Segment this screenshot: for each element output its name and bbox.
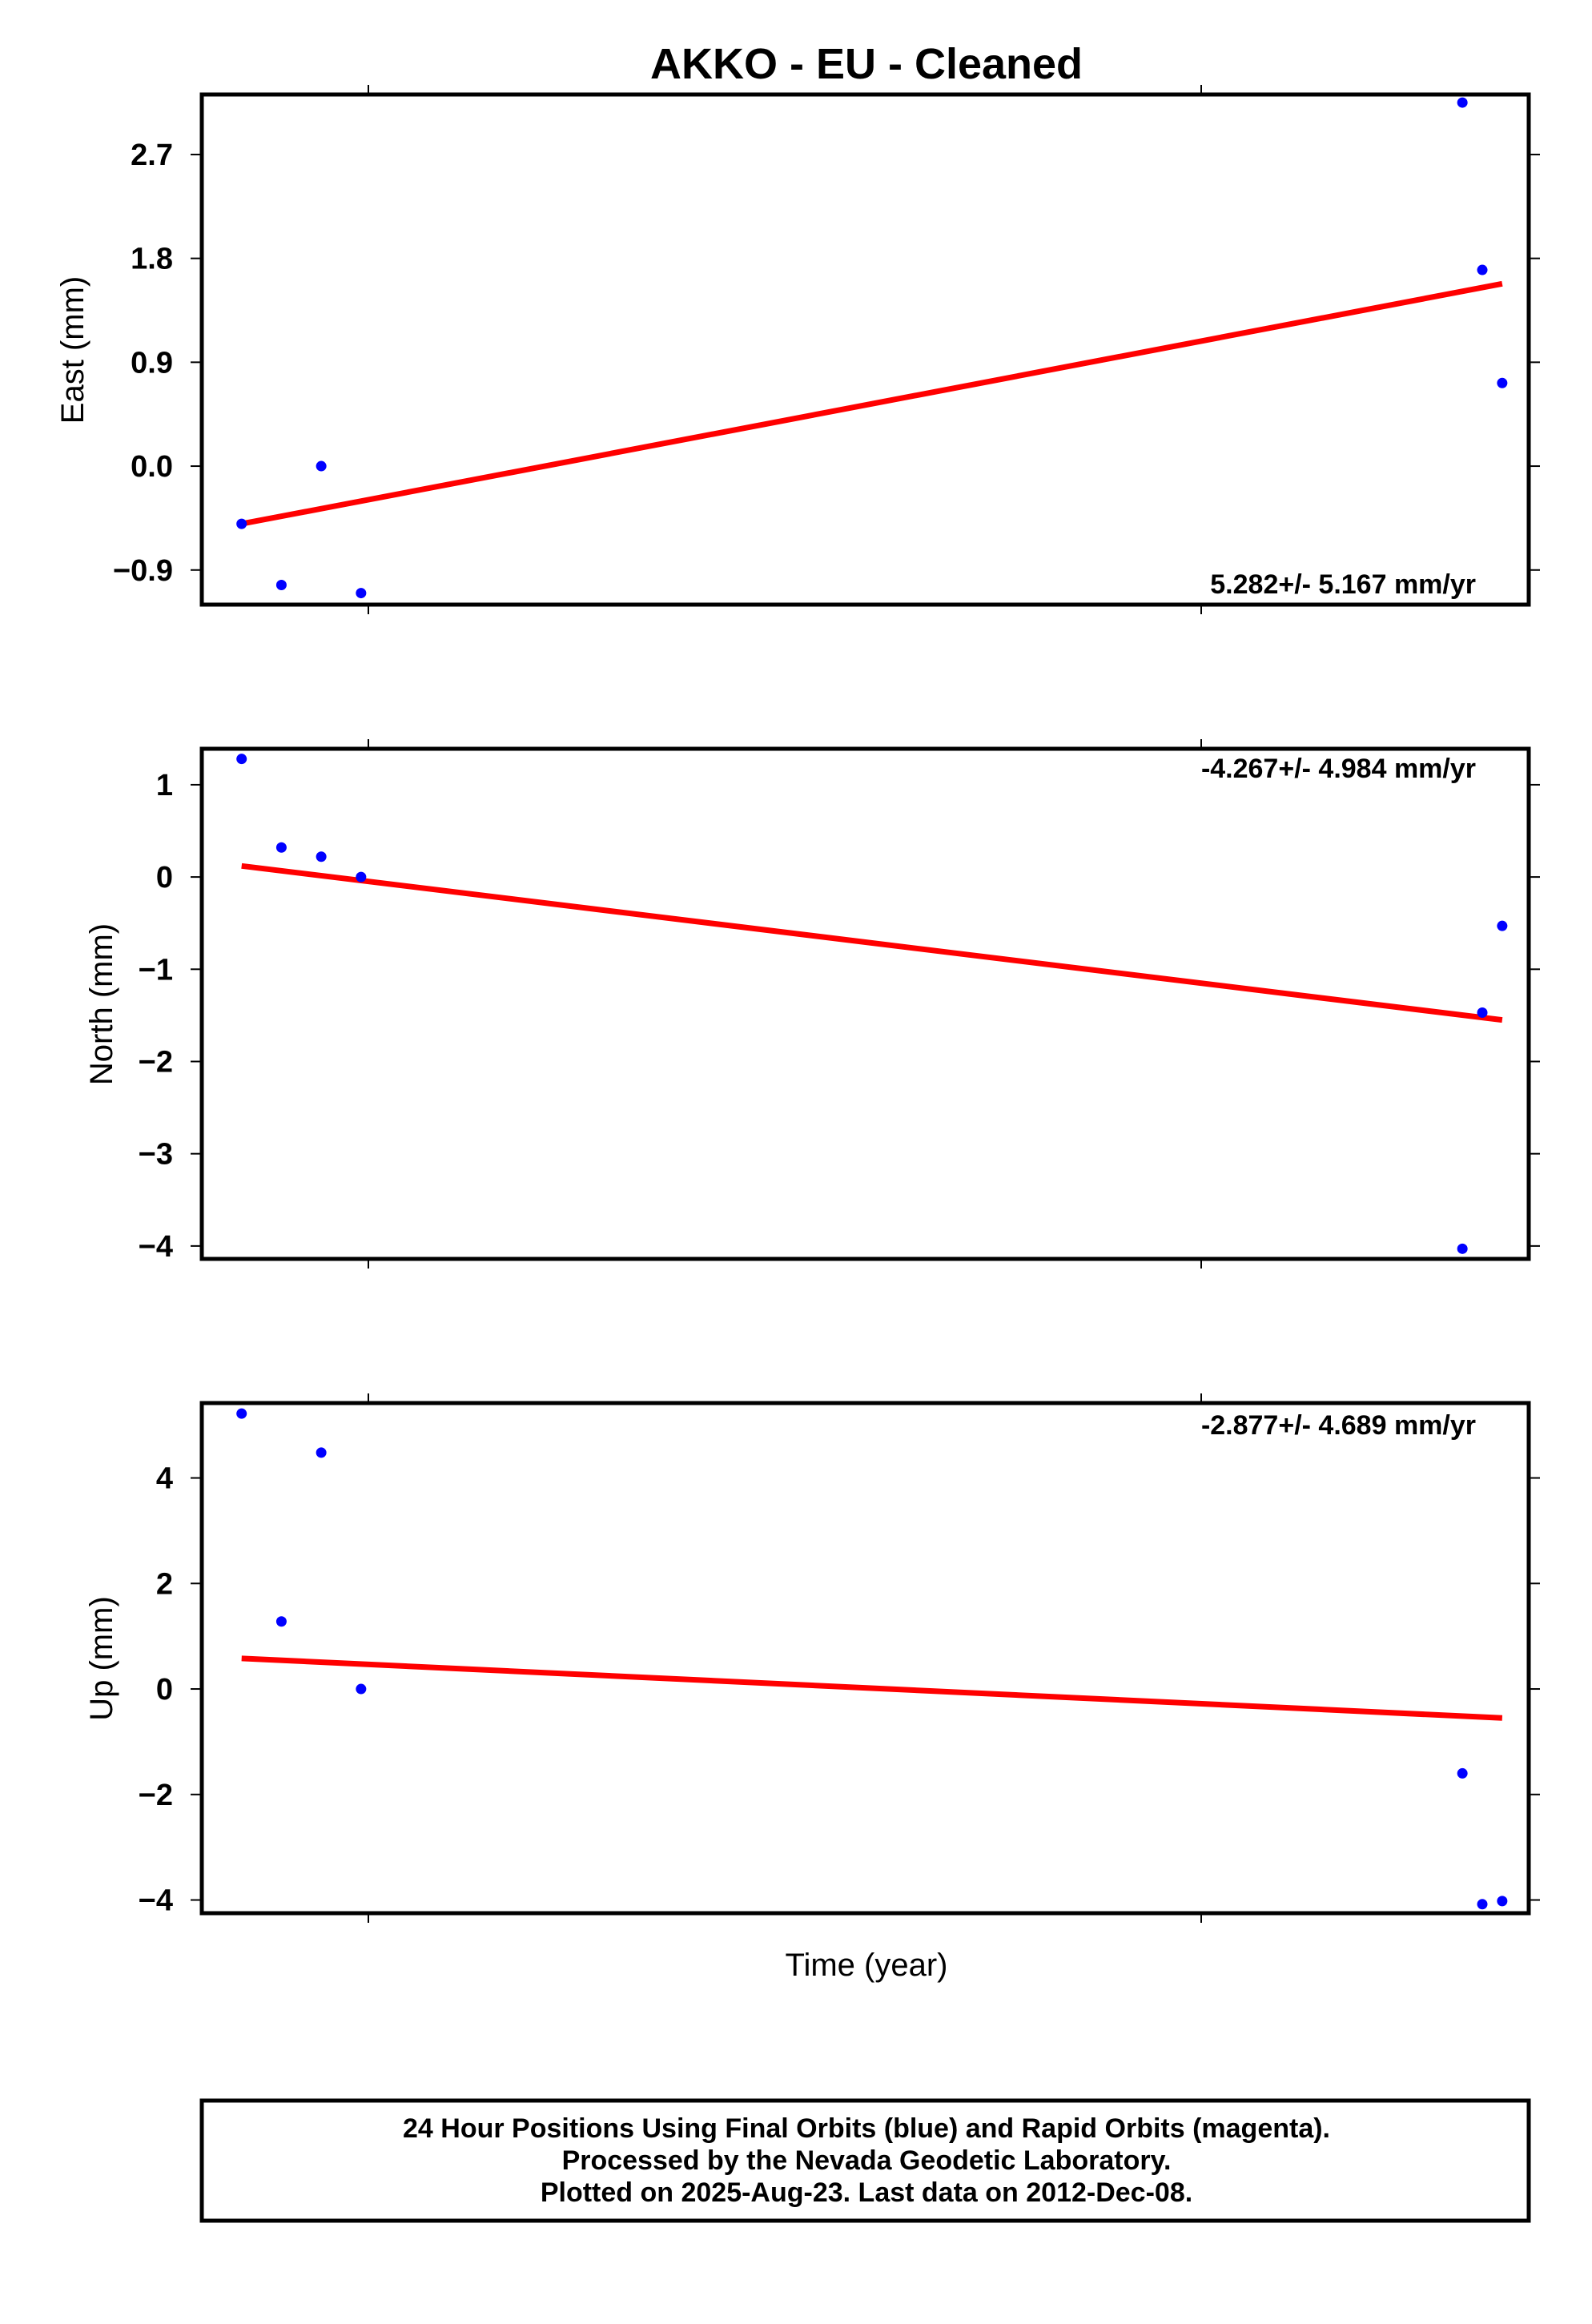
x-axis-label: Time (year): [786, 1948, 948, 1983]
panel-up-ytick-label-0: 4: [156, 1462, 173, 1496]
panel-up-point-2: [316, 1447, 327, 1458]
panel-east: East (mm) 2.7 1.8 0.9 0.0 −0.9 5.282+/- 5.16…: [55, 85, 1540, 614]
panel-east-ytick-label-0: 2.7: [131, 139, 173, 172]
panel-up-rate: -2.877+/- 4.689 mm/yr: [1201, 1410, 1476, 1441]
panel-east-point-0: [236, 518, 247, 529]
panel-east-trend-line: [241, 280, 1503, 527]
panel-up-ytick-label-1: 2: [156, 1567, 173, 1601]
panel-up-point-5: [1477, 1899, 1488, 1910]
panel-east-trend: [241, 280, 1503, 527]
panel-north-trend: [241, 862, 1503, 1023]
panel-north-ytick-label-0: 1: [156, 769, 173, 802]
panel-east-point-4: [1457, 97, 1468, 108]
panel-north-point-4: [1457, 1243, 1468, 1254]
panel-east-point-6: [1497, 377, 1508, 388]
panel-north-point-2: [316, 851, 327, 862]
panel-north-yticks: 1 0 −1 −2 −3 −4: [139, 739, 1540, 1269]
panel-up-point-1: [275, 1616, 287, 1627]
footer-line-1: 24 Hour Positions Using Final Orbits (bl…: [403, 2113, 1330, 2144]
panel-north-point-3: [356, 871, 367, 883]
panel-north-rate: -4.267+/- 4.984 mm/yr: [1201, 754, 1476, 784]
panel-up-trend: [241, 1655, 1503, 1721]
panel-north-frame: [199, 746, 1531, 1261]
panel-up-points: [236, 1408, 1508, 1910]
panel-north-point-6: [1497, 920, 1508, 931]
figure-title: AKKO - EU - Cleaned: [650, 40, 1083, 88]
panel-east-ytick-label-1: 1.8: [131, 243, 173, 276]
footer-frame: [199, 2098, 1531, 2223]
panel-east-ylabel: East (mm): [55, 276, 90, 424]
panel-up-frame: [199, 1401, 1531, 1916]
panel-east-point-2: [316, 460, 327, 472]
panel-east-frame: [199, 92, 1531, 607]
panel-up-point-3: [356, 1683, 367, 1695]
panel-up-point-4: [1457, 1767, 1468, 1779]
panel-north: North (mm) 1 0 −1 −2 −3 −4 -4.267+/- 4.984 mm…: [84, 739, 1540, 1269]
footer-box: 24 Hour Positions Using Final Orbits (bl…: [199, 2098, 1531, 2223]
panel-up-ytick-label-3: −2: [139, 1779, 173, 1812]
panel-up: Up (mm) 4 2 0 −2 −4 -2.877+/- 4.689 mm/yr: [84, 1393, 1540, 1923]
panel-up-point-0: [236, 1408, 247, 1419]
panel-up-ylabel: Up (mm): [84, 1596, 119, 1721]
panel-north-ytick-label-3: −2: [139, 1045, 173, 1079]
panel-north-ytick-label-5: −4: [139, 1230, 173, 1264]
panel-north-ytick-label-2: −1: [139, 953, 173, 987]
panel-north-ytick-label-4: −3: [139, 1138, 173, 1172]
panel-up-ytick-label-2: 0: [156, 1673, 173, 1707]
panel-up-point-6: [1497, 1896, 1508, 1907]
panel-north-point-1: [275, 842, 287, 853]
panel-up-ytick-label-4: −4: [139, 1884, 173, 1918]
panel-north-point-0: [236, 754, 247, 765]
panel-east-point-5: [1477, 264, 1488, 275]
panel-north-ytick-label-1: 0: [156, 861, 173, 895]
panel-up-trend-line: [241, 1655, 1503, 1721]
panel-east-rate: 5.282+/- 5.167 mm/yr: [1210, 569, 1476, 600]
panel-east-points: [236, 97, 1508, 599]
footer-line-2: Processed by the Nevada Geodetic Laborat…: [562, 2145, 1172, 2176]
panel-east-yticks: 2.7 1.8 0.9 0.0 −0.9: [113, 85, 1540, 614]
panel-north-point-5: [1477, 1007, 1488, 1018]
panel-east-point-1: [275, 580, 287, 590]
panel-up-yticks: 4 2 0 −2 −4: [139, 1393, 1540, 1923]
panel-east-ytick-label-4: −0.9: [113, 554, 173, 588]
panel-north-points: [236, 754, 1508, 1254]
panel-north-ylabel: North (mm): [84, 923, 119, 1085]
footer-line-3: Plotted on 2025-Aug-23. Last data on 201…: [541, 2177, 1192, 2208]
panel-east-point-3: [356, 588, 367, 599]
panel-east-ytick-label-3: 0.0: [131, 450, 173, 484]
panel-east-ytick-label-2: 0.9: [131, 346, 173, 380]
panel-north-trend-line: [241, 862, 1503, 1023]
